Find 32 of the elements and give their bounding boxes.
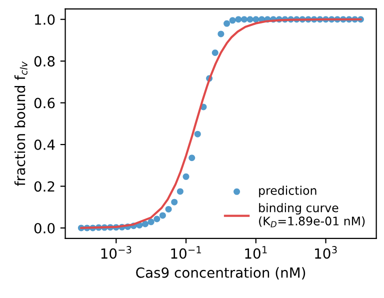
point <box>154 216 160 222</box>
point <box>229 17 236 24</box>
point <box>235 16 242 23</box>
point <box>165 206 172 212</box>
point <box>224 20 230 27</box>
point <box>194 130 201 138</box>
x-axis-title: Cas9 concentration (nM) <box>136 267 306 280</box>
y-tick-label: 0.6 <box>34 98 55 108</box>
y-tick-label: 0.8 <box>34 56 55 67</box>
point <box>148 218 154 226</box>
y-axis-title: fraction bound f$_{clv}$ <box>14 61 28 186</box>
point <box>142 220 149 228</box>
point <box>252 16 260 23</box>
point <box>182 173 190 180</box>
y-tick-label: 1.0 <box>34 14 55 25</box>
y-tick-label: 0.2 <box>34 181 54 192</box>
point <box>176 188 184 195</box>
x-tick-label: 10$^{−3}$ <box>101 246 132 259</box>
point <box>240 16 248 23</box>
point <box>188 154 196 162</box>
x-tick-label: 10$^{−1}$ <box>171 246 201 259</box>
x-tick-label: 10$^{3}$ <box>315 246 337 259</box>
point <box>212 49 218 56</box>
point <box>246 16 254 23</box>
point <box>218 30 224 38</box>
x-tick-label: 10$^{1}$ <box>245 246 267 259</box>
legend-label: prediction <box>259 186 316 198</box>
y-tick-label: 0.0 <box>34 222 55 234</box>
point <box>159 212 166 219</box>
point <box>171 198 178 206</box>
legend-label: binding curve (K$_{D}$=1.89e-01 nM) <box>259 203 365 228</box>
y-tick-label: 0.4 <box>34 140 55 150</box>
